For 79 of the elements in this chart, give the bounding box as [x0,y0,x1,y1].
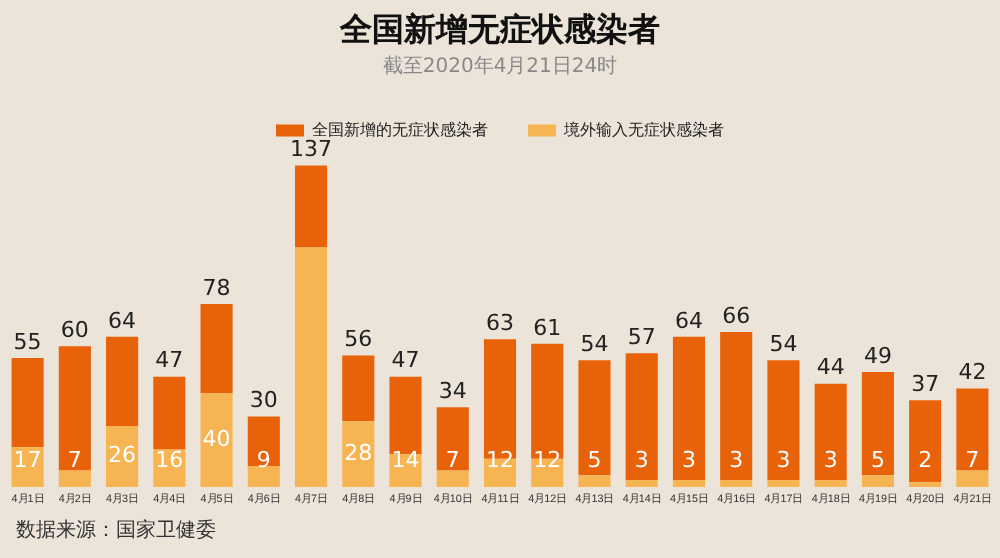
data-label: 5 [587,446,602,473]
total-label: 66 [722,302,751,329]
chart-subtitle: 截至2020年4月21日24时 [382,53,618,78]
bar [956,388,989,471]
bar [909,482,942,488]
bar [672,336,706,480]
bar [767,480,800,488]
data-label: 3 [729,446,744,473]
total-label: 60 [60,316,89,343]
total-label: 78 [202,274,231,301]
bar [247,416,280,466]
data-label: 12 [533,446,562,473]
bar [861,475,894,488]
total-label: 37 [911,370,940,397]
data-label: 12 [486,446,514,473]
data-label: 14 [391,446,420,473]
source-note: 数据来源：国家卫健委 [16,517,216,544]
data-label: 3 [776,446,791,473]
bar [200,303,233,394]
data-label: 3 [681,446,696,473]
total-label: 63 [486,309,514,336]
total-label: 137 [290,136,333,163]
bar [814,383,847,480]
total-label: 49 [863,342,892,369]
total-label: 47 [155,347,184,374]
bar [861,372,894,476]
bar [11,357,44,448]
bar [672,480,706,488]
bar [767,360,800,480]
data-label: 3 [823,446,838,473]
data-label: 7 [965,446,980,473]
total-label: 34 [438,377,467,404]
total-label: 54 [769,331,798,357]
bar [625,353,658,480]
bar [720,480,753,488]
bar [342,355,375,422]
bar [58,346,91,471]
total-label: 42 [958,359,987,386]
data-label: 9 [256,446,271,473]
bar [436,470,469,488]
bar [956,470,989,488]
data-label: 28 [344,439,373,466]
data-label: 7 [445,446,460,473]
total-label: 57 [627,323,656,350]
bar [578,475,611,488]
bar [578,360,611,476]
total-label: 44 [816,354,845,381]
total-label: 64 [674,307,703,334]
bar [294,247,328,488]
bar [909,400,942,483]
legend-label: 境外输入无症状感染者 [562,120,724,139]
data-label: 5 [870,446,885,473]
bar [106,336,139,427]
data-label: 26 [108,442,137,469]
bar [814,480,847,488]
total-label: 61 [533,314,562,341]
bar [200,393,233,488]
bar [720,332,753,480]
bar [389,376,422,455]
bar [294,165,328,248]
data-label: 2 [918,446,933,473]
data-label: 7 [67,446,82,473]
total-label: 30 [249,387,278,414]
data-label: 3 [634,446,649,473]
chart-title: 全国新增无症状感染者 [338,9,660,48]
data-label: 17 [13,446,42,473]
bar [436,407,469,471]
total-label: 55 [13,328,42,355]
data-label: 40 [202,425,231,452]
total-label: 54 [580,331,609,357]
bar [625,480,658,488]
legend-label: 全国新增的无症状感染者 [312,120,488,139]
data-label: 16 [155,446,184,473]
bar [247,465,280,488]
total-label: 47 [391,347,420,374]
bar [153,376,186,450]
total-label: 56 [344,326,373,353]
bar [58,470,91,488]
total-label: 64 [108,307,137,334]
